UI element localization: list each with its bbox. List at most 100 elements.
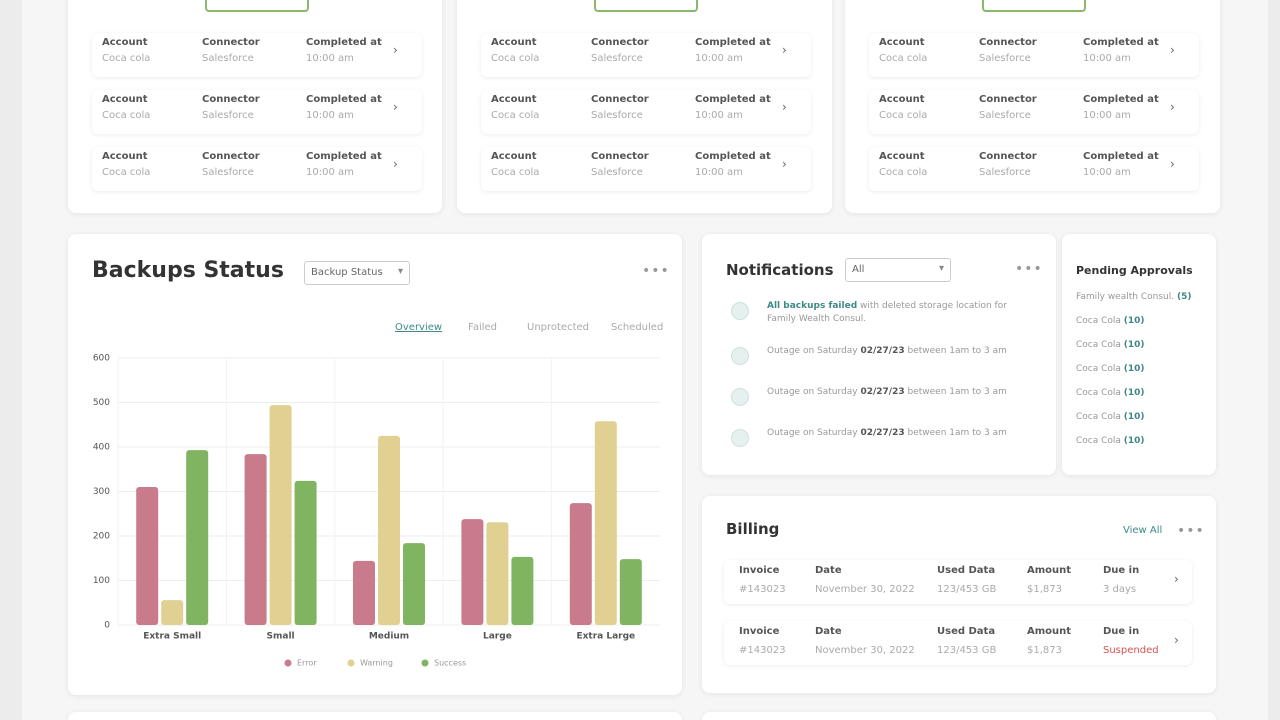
field-label: Completed at — [1083, 94, 1159, 105]
chevron[interactable]: › — [393, 157, 398, 171]
approval-count: (10) — [1123, 364, 1145, 374]
tab-button[interactable] — [205, 0, 309, 12]
dropdown[interactable]: Backup Status — [304, 261, 410, 285]
chart-tab[interactable]: Unprotected — [527, 322, 590, 333]
billing-value: 123/453 GB — [937, 645, 997, 656]
approval-item[interactable]: Coca Cola (10) — [1076, 316, 1145, 326]
field-value: Salesforce — [979, 53, 1031, 64]
chevron[interactable]: › — [1170, 157, 1175, 171]
job-row[interactable] — [481, 33, 811, 77]
job-row[interactable] — [92, 33, 422, 77]
x-tick-label: Small — [267, 632, 295, 642]
field-value: 10:00 am — [306, 53, 354, 64]
billing-value: November 30, 2022 — [815, 645, 915, 656]
field-value: 10:00 am — [1083, 110, 1131, 121]
field-label: Account — [491, 151, 537, 162]
approval-name: Coca Cola — [1076, 340, 1121, 350]
field-label: Connector — [591, 94, 649, 105]
more[interactable]: ••• — [642, 263, 670, 279]
chart-tab[interactable]: Failed — [468, 322, 498, 333]
job-row[interactable] — [869, 90, 1199, 134]
bar — [378, 435, 400, 625]
chevron[interactable]: › — [1174, 572, 1179, 586]
legend-marker — [347, 659, 355, 667]
job-row[interactable] — [481, 147, 811, 191]
approval-item[interactable]: Coca Cola (10) — [1076, 388, 1145, 398]
job-row[interactable] — [869, 33, 1199, 77]
job-row[interactable] — [92, 90, 422, 134]
field-label: Connector — [979, 94, 1037, 105]
chevron[interactable]: › — [782, 157, 787, 171]
job-row[interactable] — [869, 147, 1199, 191]
dropdown[interactable]: All — [845, 258, 951, 282]
chevron[interactable]: › — [782, 100, 787, 114]
field-label: Completed at — [1083, 37, 1159, 48]
bar — [161, 600, 184, 625]
billing-value: 123/453 GB — [937, 584, 997, 595]
billing-row[interactable] — [724, 560, 1192, 604]
notifications-title: Notifications — [726, 261, 834, 279]
backups-chart: 0 100 200 300 400 500 600 Extra Small Small Mediu… — [93, 354, 660, 668]
approval-name: Coca Cola — [1076, 388, 1121, 398]
more[interactable]: ••• — [1015, 261, 1043, 277]
approval-item[interactable]: Coca Cola (10) — [1076, 412, 1145, 422]
chevron[interactable]: › — [1170, 43, 1175, 57]
chevron[interactable]: › — [393, 100, 398, 114]
notification-text: All backups failed with deleted storage … — [767, 300, 1037, 326]
notification-lead: All backups failed — [767, 301, 858, 311]
notification-rest: between 1am to 3 am — [907, 387, 1007, 397]
field-label: Connector — [202, 94, 260, 105]
approvals-title: Pending Approvals — [1076, 264, 1193, 277]
approval-name: Coca Cola — [1076, 412, 1121, 422]
chart-tab[interactable]: Overview — [395, 322, 443, 333]
bar — [294, 480, 317, 625]
more[interactable]: ••• — [1177, 523, 1205, 539]
field-value: 10:00 am — [306, 110, 354, 121]
field-label: Completed at — [695, 151, 771, 162]
approval-item[interactable]: Coca Cola (10) — [1076, 340, 1145, 350]
field-label: Completed at — [1083, 151, 1159, 162]
field-value: Salesforce — [202, 110, 254, 121]
bar — [486, 522, 509, 625]
field-value: 10:00 am — [695, 53, 743, 64]
field-label: Completed at — [695, 37, 771, 48]
field-value: 10:00 am — [1083, 167, 1131, 178]
field-label: Completed at — [695, 94, 771, 105]
field-value: 10:00 am — [1083, 53, 1131, 64]
bar — [594, 421, 617, 625]
billing-row[interactable] — [724, 621, 1192, 665]
field-value: Coca cola — [102, 110, 151, 121]
notification-text: Outage on Saturday — [767, 428, 858, 438]
chevron[interactable]: › — [782, 43, 787, 57]
bar — [619, 559, 642, 625]
x-tick-label: Extra Large — [576, 632, 635, 642]
x-tick-label: Large — [483, 632, 512, 642]
job-row[interactable] — [92, 147, 422, 191]
job-row[interactable] — [481, 90, 811, 134]
field-value: Coca cola — [491, 110, 540, 121]
chart-tab[interactable]: Scheduled — [611, 322, 664, 333]
chevron[interactable]: › — [1174, 633, 1179, 647]
column-label: Used Data — [937, 626, 996, 637]
approval-name: Family wealth Consul. — [1076, 292, 1175, 302]
field-value: Salesforce — [591, 53, 643, 64]
notification-icon — [731, 302, 749, 320]
tab-button[interactable] — [594, 0, 698, 12]
chevron[interactable]: › — [1170, 100, 1175, 114]
tab-button[interactable] — [982, 0, 1086, 12]
approval-item[interactable]: Coca Cola (10) — [1076, 436, 1145, 446]
column-label: Due in — [1103, 626, 1140, 637]
y-tick-label: 200 — [93, 532, 110, 542]
approval-item[interactable]: Family wealth Consul. (5) — [1076, 292, 1191, 302]
bar — [403, 543, 425, 625]
chevron[interactable]: › — [393, 43, 398, 57]
approval-item[interactable]: Coca Cola (10) — [1076, 364, 1145, 374]
billing-value: 3 days — [1103, 584, 1137, 595]
field-label: Account — [879, 151, 925, 162]
billing-title: Billing — [726, 520, 780, 538]
view-all[interactable]: View All — [1123, 525, 1163, 536]
column-label: Used Data — [937, 565, 996, 576]
approval-count: (10) — [1123, 388, 1145, 398]
field-value: Coca cola — [879, 110, 928, 121]
